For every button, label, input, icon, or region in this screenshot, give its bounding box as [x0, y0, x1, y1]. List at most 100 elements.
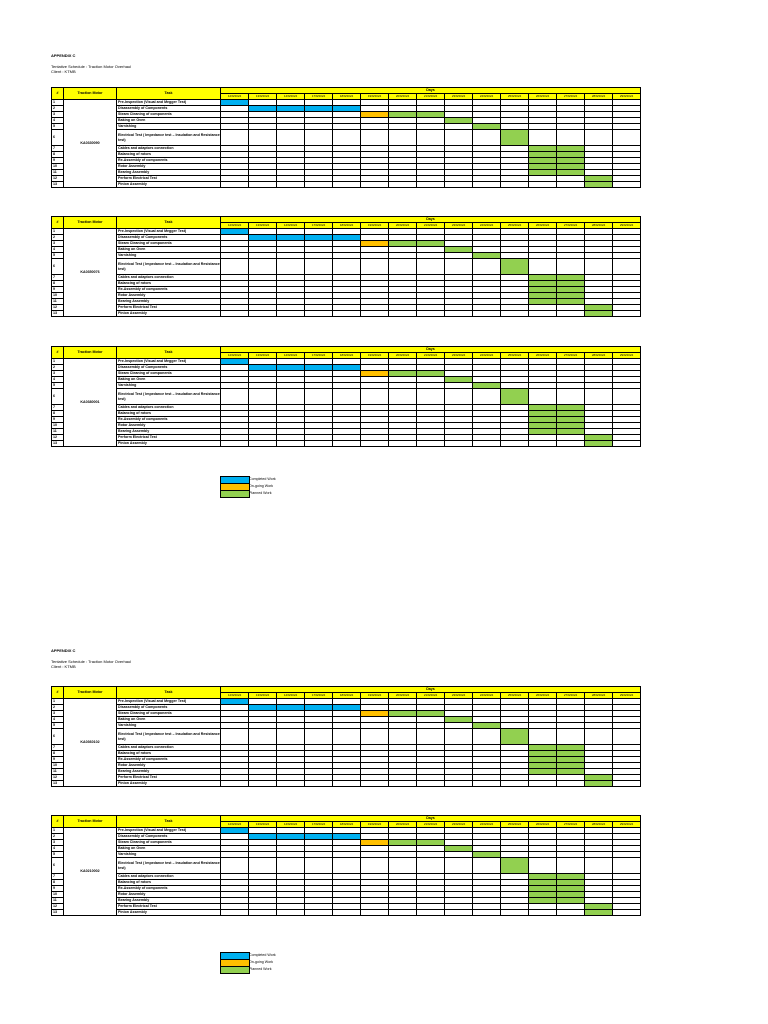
schedule-cell	[472, 440, 501, 447]
schedule-cell	[388, 780, 417, 787]
schedule-cell	[304, 440, 333, 447]
schedule-cell	[416, 909, 445, 916]
table-row: 6 Electrical Test ( Impedance test – Insu…	[51, 258, 641, 275]
schedule-cell	[332, 909, 361, 916]
task-number: 6	[51, 388, 64, 405]
legend-label: On-going Work	[249, 484, 274, 488]
schedule-cell	[528, 310, 557, 317]
schedule-cell	[248, 310, 277, 317]
traction-motor-id: KA0210002	[63, 827, 117, 916]
schedule-cell	[444, 181, 473, 188]
schedule-cell	[220, 258, 249, 275]
schedule-cell	[276, 440, 305, 447]
schedule-cell	[332, 780, 361, 787]
schedule-cell	[304, 728, 333, 745]
schedule-cell	[556, 440, 585, 447]
schedule-cell	[612, 181, 641, 188]
schedule-cell	[528, 780, 557, 787]
schedule-cell	[388, 728, 417, 745]
traction-motor-id: KA0350076	[63, 228, 117, 317]
table-row: 3 Steam Cleaning of components	[51, 111, 641, 118]
schedule-cell	[276, 728, 305, 745]
table-row: 4 Baking on Oven	[51, 845, 641, 852]
schedule-cell	[500, 909, 529, 916]
schedule-cell	[360, 728, 389, 745]
table-row: 12 Perform Electrical Test	[51, 175, 641, 182]
schedule-cell	[472, 388, 501, 405]
schedule-cell	[276, 857, 305, 874]
task-label: Electrical Test ( Impedance test – Insul…	[116, 129, 221, 146]
header-row: # Traction Motor Task Days	[51, 815, 641, 828]
schedule-cell	[584, 780, 613, 787]
schedule-cell	[584, 129, 613, 146]
header-traction-motor: Traction Motor	[63, 216, 117, 229]
table-row: 1 KA0350076 Pre-Inspection (Visual and Meg…	[51, 228, 641, 317]
schedule-table: # Traction Motor Task Days 12/9/2024 13/9/202…	[51, 686, 641, 787]
schedule-cell	[500, 780, 529, 787]
schedule-cell	[528, 388, 557, 405]
header-num: #	[51, 87, 64, 100]
header-task: Task	[116, 815, 221, 828]
task-number: 13	[51, 780, 64, 787]
header-task: Task	[116, 216, 221, 229]
schedule-cell	[332, 728, 361, 745]
schedule-cell	[360, 780, 389, 787]
schedule-cell	[220, 129, 249, 146]
schedule-cell	[444, 129, 473, 146]
schedule-cell	[472, 258, 501, 275]
date-row: 12/9/2024 13/9/2024 14/9/2024 17/9/2024 18/9…	[52, 692, 641, 699]
table-row: 2 Disassembly of Components	[51, 364, 641, 371]
schedule-cell	[444, 388, 473, 405]
task-number: 6	[51, 258, 64, 275]
schedule-cell	[360, 258, 389, 275]
page2-header: APPENDIX C Tentative Schedule : Traction…	[51, 648, 131, 669]
schedule-cell	[416, 129, 445, 146]
schedule-cell	[556, 129, 585, 146]
traction-motor-id: KA0330090	[63, 99, 117, 188]
schedule-cell	[360, 440, 389, 447]
schedule-cell	[220, 310, 249, 317]
task-label: Pinion Assembly	[116, 181, 221, 188]
legend-swatch	[220, 490, 250, 498]
client-label: Client : KTMB	[51, 664, 76, 669]
schedule-cell	[388, 181, 417, 188]
schedule-table: # Traction Motor Task Days 12/9/2024 13/9/202…	[51, 815, 641, 916]
schedule-cell	[612, 909, 641, 916]
schedule-cell	[248, 181, 277, 188]
schedule-cell	[612, 388, 641, 405]
header-task: Task	[116, 87, 221, 100]
legend-label: On-going Work	[249, 960, 274, 964]
schedule-cell	[332, 440, 361, 447]
schedule-cell	[472, 129, 501, 146]
schedule-cell	[220, 909, 249, 916]
schedule-cell	[388, 258, 417, 275]
schedule-cell	[276, 258, 305, 275]
schedule-cell	[360, 857, 389, 874]
schedule-cell	[332, 310, 361, 317]
schedule-cell	[444, 440, 473, 447]
task-number: 6	[51, 129, 64, 146]
schedule-cell	[220, 181, 249, 188]
legend-label: Completed Work	[249, 953, 276, 957]
schedule-cell	[220, 857, 249, 874]
page1-header: APPENDIX C Tentative Schedule : Traction…	[51, 53, 131, 74]
schedule-cell	[556, 258, 585, 275]
schedule-table: # Traction Motor Task Days 12/9/2024 13/9/202…	[51, 346, 641, 447]
table-row: 13 Pinion Assembly	[51, 310, 641, 317]
schedule-cell	[388, 440, 417, 447]
schedule-cell	[556, 181, 585, 188]
schedule-cell	[612, 857, 641, 874]
schedule-cell	[304, 129, 333, 146]
header-traction-motor: Traction Motor	[63, 686, 117, 699]
schedule-cell	[332, 857, 361, 874]
schedule-cell	[416, 258, 445, 275]
schedule-cell	[332, 258, 361, 275]
table-row: 8 Balancing of rotors	[51, 879, 641, 886]
header-traction-motor: Traction Motor	[63, 815, 117, 828]
schedule-cell	[248, 857, 277, 874]
schedule-cell	[584, 310, 613, 317]
header-num: #	[51, 815, 64, 828]
task-label: Electrical Test ( Impedance test – Insul…	[116, 728, 221, 745]
schedule-cell	[416, 728, 445, 745]
schedule-cell	[500, 728, 529, 745]
